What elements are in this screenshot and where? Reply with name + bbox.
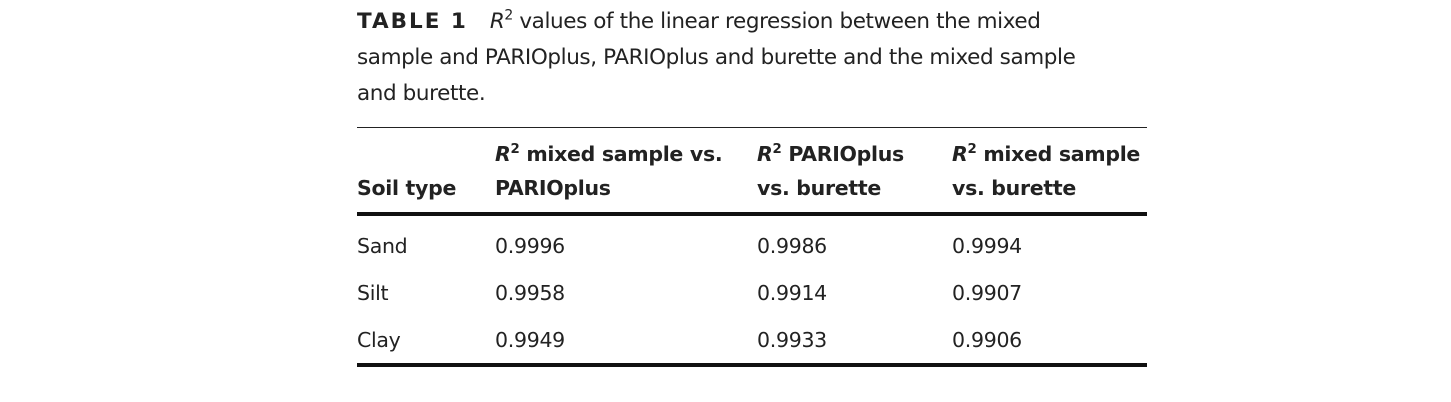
header-line: mixed sample vs. (526, 142, 723, 166)
caption-label: TABLE 1 (357, 9, 468, 34)
table-header: Soil type R2 mixed sample vs. PARIOplus R2 … (357, 127, 1147, 215)
table-row: Clay 0.9949 0.9933 0.9906 (357, 316, 1147, 365)
soil-type-cell: Silt (357, 280, 389, 305)
column-header: R2 mixed sample vs. burette (952, 128, 1147, 215)
header-line: PARIOplus (788, 142, 904, 166)
value-cell: 0.9986 (757, 233, 827, 258)
value-cell: 0.9914 (757, 280, 827, 305)
header-line: vs. burette (952, 176, 1076, 200)
header-row: Soil type R2 mixed sample vs. PARIOplus R2 … (357, 127, 1147, 215)
caption-line: and burette. (357, 81, 486, 106)
header-superscript: 2 (772, 142, 782, 158)
value-cell: 0.9949 (495, 327, 565, 352)
header-line: vs. burette (757, 176, 881, 200)
column-header: Soil type (357, 176, 457, 200)
column-header: R2 mixed sample vs. PARIOplus (495, 128, 757, 215)
value-cell: 0.9933 (757, 327, 827, 352)
value-cell: 0.9907 (952, 280, 1022, 305)
caption-superscript: 2 (504, 7, 513, 24)
value-cell: 0.9958 (495, 280, 565, 305)
table-caption: TABLE 1 R2 values of the linear regressio… (357, 4, 1157, 112)
table-body: Sand 0.9996 0.9986 0.9994 Silt 0.9958 0.9914 0.… (357, 214, 1147, 365)
header-symbol: R (495, 142, 511, 166)
header-line: mixed sample (983, 142, 1141, 166)
soil-type-cell: Clay (357, 327, 401, 352)
header-superscript: 2 (967, 142, 977, 158)
caption-line: values of the linear regression between … (519, 9, 1041, 34)
soil-type-cell: Sand (357, 233, 408, 258)
table-row: Silt 0.9958 0.9914 0.9907 (357, 269, 1147, 316)
header-symbol: R (952, 142, 968, 166)
caption-symbol: R (489, 9, 505, 34)
value-cell: 0.9906 (952, 327, 1022, 352)
header-symbol: R (757, 142, 773, 166)
data-table: Soil type R2 mixed sample vs. PARIOplus R2 … (357, 127, 1147, 367)
header-superscript: 2 (510, 142, 520, 158)
header-line: PARIOplus (495, 176, 611, 200)
value-cell: 0.9996 (495, 233, 565, 258)
table-row: Sand 0.9996 0.9986 0.9994 (357, 214, 1147, 269)
caption-line: sample and PARIOplus, PARIOplus and bure… (357, 45, 1076, 70)
column-header: R2 PARIOplus vs. burette (757, 128, 952, 215)
value-cell: 0.9994 (952, 233, 1022, 258)
